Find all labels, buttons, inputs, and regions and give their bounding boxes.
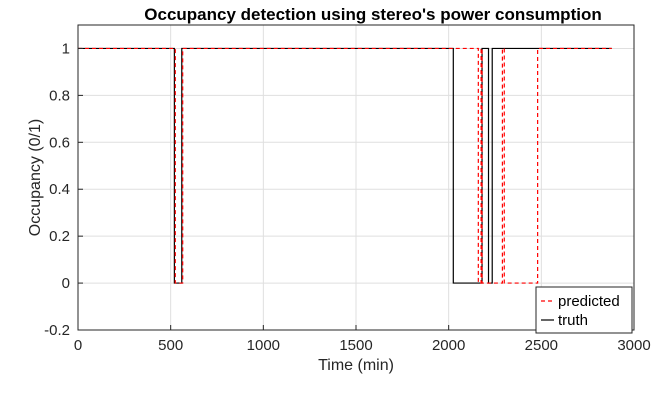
x-tick-label: 3000: [617, 337, 650, 354]
x-tick-label: 500: [158, 337, 183, 354]
y-tick-label: 0: [62, 275, 70, 292]
legend-label-predicted: predicted: [558, 293, 620, 310]
legend-label-truth: truth: [558, 312, 588, 329]
series-line-predicted: [78, 47, 612, 284]
chart-title: Occupancy detection using stereo's power…: [144, 5, 601, 24]
y-tick-label: 1: [62, 40, 70, 57]
series-layer: [78, 47, 612, 284]
y-tick-label: 0.4: [49, 181, 70, 198]
x-axis-label: Time (min): [318, 357, 394, 374]
x-tick-label: 1500: [339, 337, 372, 354]
y-axis-label: Occupancy (0/1): [27, 119, 44, 236]
x-tick-label: 2500: [525, 337, 558, 354]
y-tick-label: 0.6: [49, 134, 70, 151]
y-tick-label: 0.8: [49, 87, 70, 104]
x-tick-label: 0: [74, 337, 82, 354]
ticks: 0 500 1000 1500 2000 2500 3000-0.200.20.40.60.…: [44, 40, 651, 354]
grid: [77, 25, 635, 331]
y-tick-label: -0.2: [44, 322, 70, 339]
legend: predicted truth: [535, 286, 633, 334]
legend-box: [535, 286, 633, 334]
y-tick-label: 0.2: [49, 228, 70, 245]
x-tick-label: 1000: [247, 337, 280, 354]
x-tick-label: 2000: [432, 337, 465, 354]
series-line-truth: [78, 47, 612, 284]
